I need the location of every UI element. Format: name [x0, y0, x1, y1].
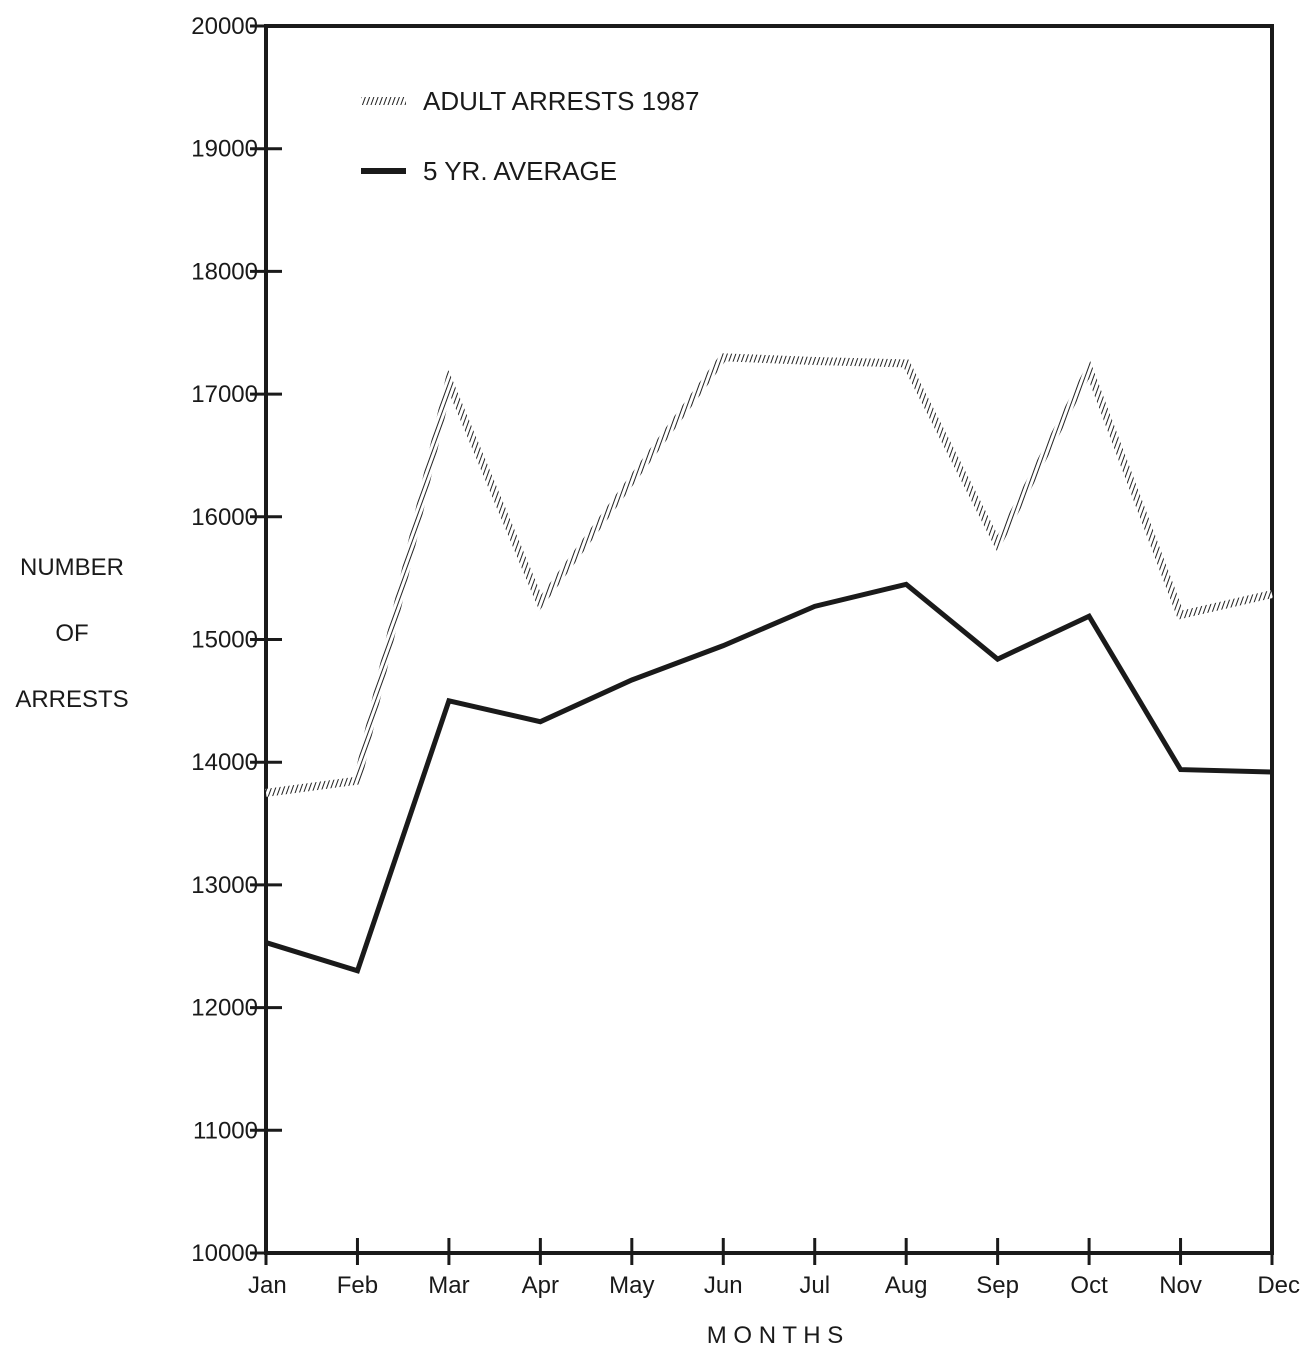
x-axis-ticks: Jan Feb Mar Apr May Jun Jul Aug Sep Oct Nov Dec [248, 1238, 1300, 1299]
y-axis-ticks: 10000 11000 12000 13000 14000 15000 16000 17000… [191, 13, 282, 1267]
x-tick-label: Jan [248, 1272, 287, 1299]
x-tick-label: Nov [1159, 1272, 1202, 1299]
y-tick-label: 16000 [191, 504, 258, 531]
y-tick-label: 12000 [191, 995, 258, 1022]
x-tick-label: Dec [1257, 1272, 1300, 1299]
plot-area-frame [264, 24, 1274, 1255]
y-axis-title-line-3: ARRESTS [15, 686, 128, 713]
y-tick-label: 13000 [191, 872, 258, 899]
y-tick-label: 10000 [191, 1240, 258, 1267]
y-tick-label: 19000 [191, 136, 258, 163]
series-layer [265, 353, 1273, 974]
y-axis-title-line-1: NUMBER [20, 554, 124, 581]
legend-label-5yr-average: 5 YR. AVERAGE [423, 156, 617, 186]
legend-label-adult-arrests: ADULT ARRESTS 1987 [423, 86, 700, 116]
series-line-adult-arrests-1987 [265, 353, 1273, 797]
x-tick-label: Aug [885, 1272, 928, 1299]
y-tick-label: 11000 [193, 1117, 258, 1144]
legend: ADULT ARRESTS 1987 5 YR. AVERAGE [361, 86, 700, 186]
x-tick-label: Feb [337, 1272, 378, 1299]
x-tick-label: Jul [799, 1272, 830, 1299]
x-axis-title: M O N T H S [707, 1322, 843, 1349]
x-tick-label: Jun [704, 1272, 743, 1299]
y-tick-label: 18000 [191, 258, 258, 285]
series-line-5yr-average [265, 581, 1273, 974]
x-tick-label: Apr [522, 1272, 559, 1299]
y-tick-label: 15000 [191, 627, 258, 654]
y-tick-label: 20000 [191, 13, 258, 40]
x-tick-label: May [609, 1272, 654, 1299]
y-tick-label: 14000 [191, 749, 258, 776]
y-tick-label: 17000 [191, 381, 258, 408]
x-tick-label: Mar [428, 1272, 469, 1299]
y-axis-title: NUMBER OF ARRESTS [15, 554, 128, 713]
x-tick-label: Sep [976, 1272, 1019, 1299]
x-tick-label: Oct [1070, 1272, 1108, 1299]
y-axis-title-line-2: OF [55, 620, 88, 647]
